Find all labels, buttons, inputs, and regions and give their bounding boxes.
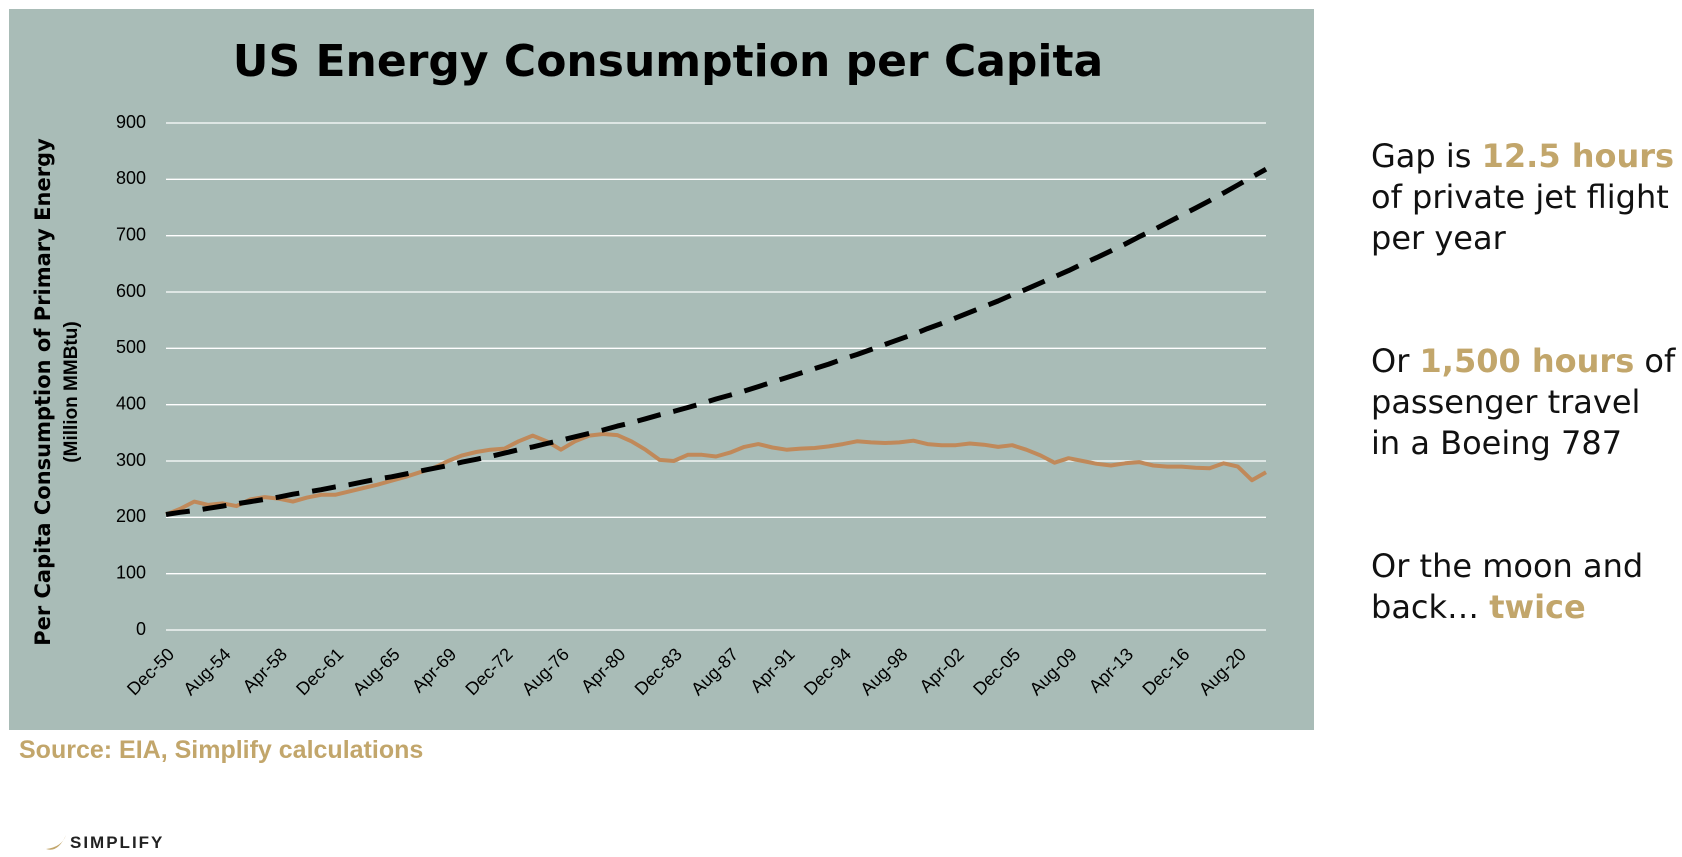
y-tick-label: 300 (116, 450, 146, 470)
side-paragraph: Or the moon and back… twice (1371, 546, 1676, 628)
y-tick-label: 600 (116, 281, 146, 301)
highlight-text: 1,500 hours (1419, 342, 1635, 380)
y-tick-label: 800 (116, 168, 146, 188)
text: of private jet flight per year (1371, 178, 1669, 257)
y-tick-label: 200 (116, 506, 146, 526)
text: Or the moon and back… (1371, 547, 1654, 626)
highlight-text: 12.5 hours (1481, 137, 1675, 175)
y-tick-label: 100 (116, 562, 146, 582)
side-paragraph: Or 1,500 hours of passenger travel in a … (1371, 341, 1676, 464)
y-tick-label: 400 (116, 393, 146, 413)
text: Gap is (1371, 137, 1482, 175)
y-tick-label: 700 (116, 224, 146, 244)
side-paragraph: Gap is 12.5 hours of private jet flight … (1371, 136, 1676, 259)
text: of passenger travel in a Boeing 787 (1371, 342, 1676, 462)
y-tick-label: 0 (136, 619, 146, 639)
logo: SIMPLIFY (44, 833, 164, 853)
line-series (165, 167, 1268, 517)
source: Source: EIA, Simplify calculations (19, 736, 424, 764)
y-axis-label: (Million MMBtu) (61, 321, 82, 462)
highlight-text: twice (1489, 588, 1586, 626)
y-axis-label: Per Capita Consumption of Primary Energy (31, 138, 55, 646)
chart-background (9, 9, 1314, 730)
line-series (165, 432, 1267, 517)
y-tick-label: 900 (116, 112, 146, 132)
logo-text: SIMPLIFY (70, 833, 165, 852)
logo-mark (46, 835, 66, 850)
text: Or (1371, 342, 1420, 380)
chart-title: US Energy Consumption per Capita (233, 36, 1103, 87)
side-text: Gap is 12.5 hours of private jet flight … (1371, 136, 1676, 710)
y-tick-label: 500 (116, 337, 146, 357)
